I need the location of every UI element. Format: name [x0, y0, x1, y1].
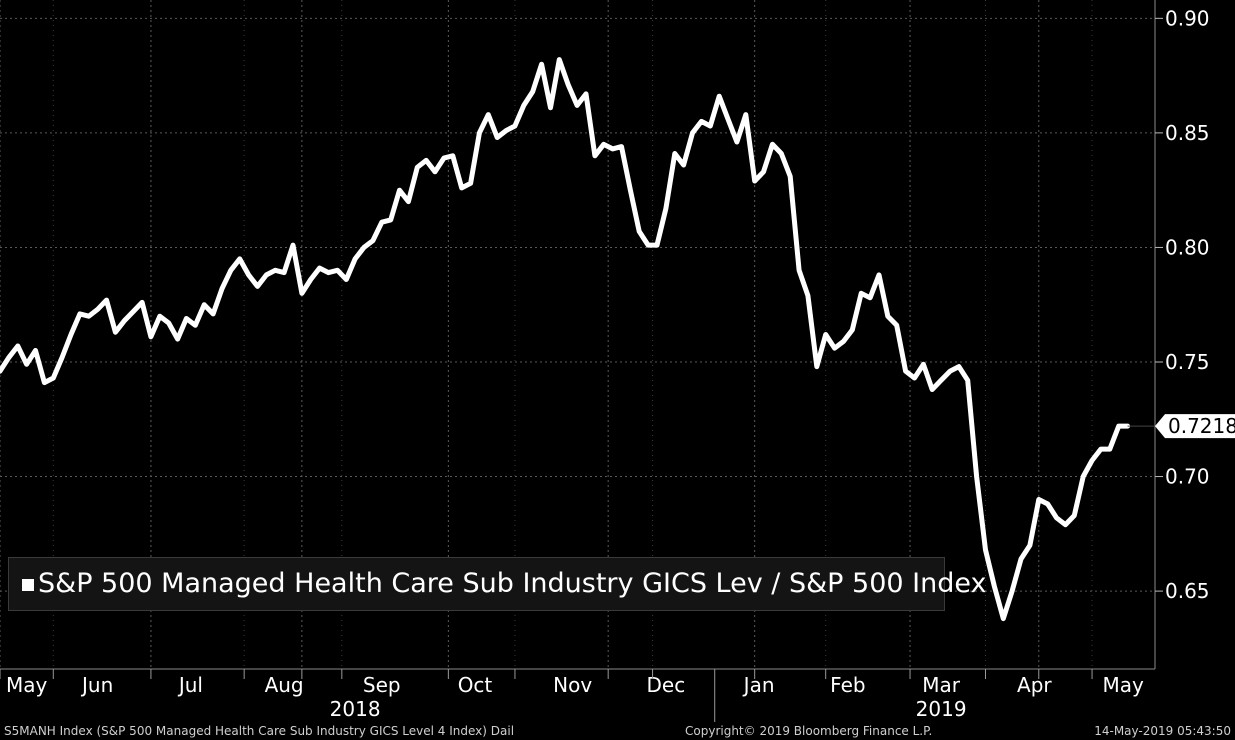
x-tick-label: Aug	[265, 673, 304, 697]
y-tick-label: 0.75	[1165, 350, 1210, 374]
x-tick-label: Sep	[363, 673, 401, 697]
x-tick-label: Jun	[80, 673, 113, 697]
footer-timestamp: 14-May-2019 05:43:50	[1094, 724, 1231, 738]
x-tick-label: Nov	[553, 673, 592, 697]
legend: S&P 500 Managed Health Care Sub Industry…	[8, 557, 986, 611]
y-tick-label: 0.90	[1165, 6, 1210, 30]
x-tick-label: Apr	[1017, 673, 1052, 697]
footer-copyright: Copyright© 2019 Bloomberg Finance L.P.	[685, 724, 933, 738]
legend-label: S&P 500 Managed Health Care Sub Industry…	[38, 568, 987, 599]
last-value-label: 0.7218	[1168, 414, 1235, 438]
y-tick-label: 0.80	[1165, 235, 1210, 259]
legend-swatch	[22, 579, 34, 591]
last-value-tag	[1155, 414, 1235, 439]
x-tick-label: Jan	[742, 673, 775, 697]
x-tick-label: May	[1102, 673, 1144, 697]
footer-ticker: S5MANH Index (S&P 500 Managed Health Car…	[4, 724, 515, 738]
x-tick-label: Oct	[458, 673, 493, 697]
year-label: 2018	[330, 697, 381, 721]
x-tick-label: Feb	[830, 673, 865, 697]
series-line	[0, 57, 1131, 622]
y-tick-label: 0.85	[1165, 121, 1210, 145]
x-tick-label: Mar	[922, 673, 961, 697]
x-tick-label: Jul	[177, 673, 203, 697]
y-tick-label: 0.70	[1165, 465, 1210, 489]
year-label: 2019	[916, 697, 967, 721]
y-tick-label: 0.65	[1165, 579, 1210, 603]
x-tick-label: May	[6, 673, 48, 697]
